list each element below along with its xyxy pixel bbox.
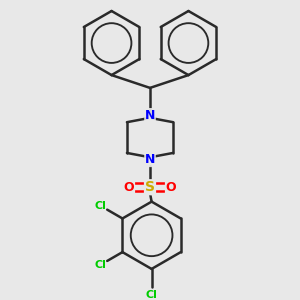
Text: Cl: Cl <box>94 201 106 211</box>
Text: O: O <box>166 181 176 194</box>
Text: N: N <box>145 109 155 122</box>
Text: Cl: Cl <box>94 260 106 270</box>
Text: S: S <box>145 180 155 194</box>
Text: Cl: Cl <box>146 290 158 300</box>
Text: N: N <box>145 154 155 166</box>
Text: O: O <box>124 181 134 194</box>
